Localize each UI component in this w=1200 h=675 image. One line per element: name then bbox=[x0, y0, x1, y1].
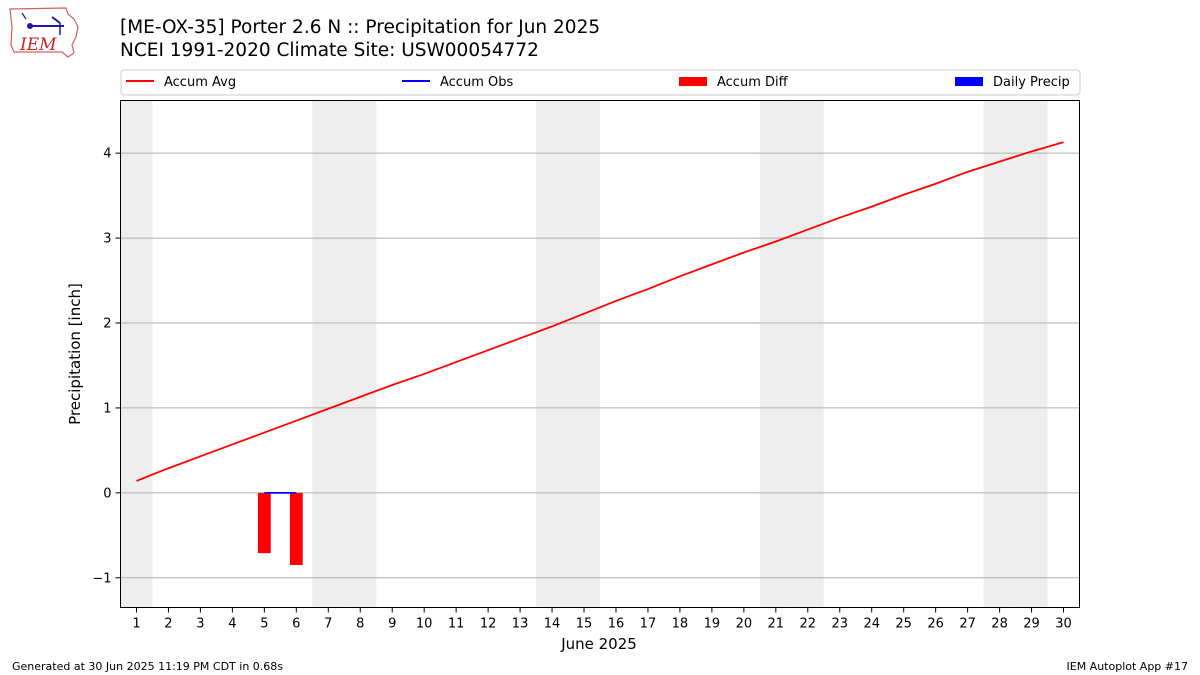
app-label: IEM Autoplot App #17 bbox=[1066, 660, 1189, 673]
legend-label-accum-diff: Accum Diff bbox=[717, 75, 789, 90]
legend-label-accum-obs: Accum Obs bbox=[440, 75, 513, 90]
y-tick-label: 1 bbox=[103, 401, 111, 416]
iowa-state-outline bbox=[9, 7, 79, 58]
weekend-shade-day-29 bbox=[1015, 100, 1048, 608]
x-tick-label: 11 bbox=[448, 617, 465, 632]
legend-frame bbox=[120, 69, 1081, 96]
weekend-shade-day-22 bbox=[791, 100, 824, 608]
y-tick-label: 3 bbox=[103, 232, 111, 247]
legend: Accum Avg Accum Obs Accum Diff Daily Precip bbox=[120, 69, 1081, 96]
accum-avg-line bbox=[136, 141, 1064, 482]
x-tick-label: 25 bbox=[895, 617, 912, 632]
x-tick-label: 14 bbox=[544, 617, 561, 632]
y-axis: −1 0 1 2 3 4 bbox=[92, 147, 121, 586]
legend-label-daily-precip: Daily Precip bbox=[993, 75, 1070, 90]
x-tick-label: 22 bbox=[800, 617, 817, 632]
x-tick-label: 9 bbox=[388, 617, 396, 632]
weekend-shade-day-7 bbox=[312, 100, 345, 608]
x-tick-label: 21 bbox=[768, 617, 785, 632]
x-tick-label: 3 bbox=[196, 617, 204, 632]
x-tick-label: 28 bbox=[991, 617, 1008, 632]
chart-subtitle: NCEI 1991-2020 Climate Site: USW00054772 bbox=[120, 40, 539, 61]
gridlines bbox=[120, 152, 1080, 579]
x-tick-label: 15 bbox=[576, 617, 593, 632]
legend-label-accum-avg: Accum Avg bbox=[164, 75, 236, 90]
x-tick-label: 12 bbox=[480, 617, 497, 632]
accum-diff-bar-day-5 bbox=[257, 492, 271, 554]
y-tick-label: −1 bbox=[92, 571, 111, 586]
chart-title: [ME-OX-35] Porter 2.6 N :: Precipitation… bbox=[120, 17, 601, 38]
x-tick-label: 5 bbox=[260, 617, 268, 632]
x-tick-label: 30 bbox=[1055, 617, 1072, 632]
x-axis: 1 2 3 4 5 6 7 8 9 10 11 12 13 14 15 16 17 18 19 20 21 22 23 24 2… bbox=[132, 607, 1072, 632]
x-tick-label: 4 bbox=[228, 617, 236, 632]
x-tick-label: 26 bbox=[927, 617, 944, 632]
x-tick-label: 27 bbox=[959, 617, 976, 632]
weekend-shade-day-14 bbox=[536, 100, 569, 608]
accum-diff-bar-day-6 bbox=[289, 492, 303, 566]
bars-group bbox=[257, 492, 303, 566]
x-tick-label: 23 bbox=[831, 617, 848, 632]
y-axis-label: Precipitation [inch] bbox=[66, 283, 84, 425]
lines-group bbox=[136, 141, 1064, 494]
legend-swatch-accum-diff bbox=[679, 77, 707, 86]
weekend-shade-day-21 bbox=[759, 100, 792, 608]
weekend-shading bbox=[120, 100, 1048, 608]
generated-timestamp: Generated at 30 Jun 2025 11:19 PM CDT in… bbox=[12, 660, 284, 673]
x-tick-label: 18 bbox=[672, 617, 689, 632]
x-tick-label: 19 bbox=[704, 617, 721, 632]
x-tick-label: 1 bbox=[132, 617, 140, 632]
x-tick-label: 10 bbox=[416, 617, 433, 632]
weekend-shade-day-15 bbox=[568, 100, 600, 608]
y-tick-label: 4 bbox=[103, 147, 111, 162]
x-tick-label: 17 bbox=[640, 617, 657, 632]
logo-text: IEM bbox=[19, 35, 57, 55]
legend-swatch-daily-precip bbox=[955, 77, 983, 86]
x-tick-label: 7 bbox=[324, 617, 332, 632]
x-tick-label: 24 bbox=[863, 617, 880, 632]
x-tick-label: 13 bbox=[512, 617, 529, 632]
x-axis-label: June 2025 bbox=[560, 635, 637, 653]
weekend-shade-day-8 bbox=[344, 100, 377, 608]
x-tick-label: 29 bbox=[1023, 617, 1040, 632]
weekend-shade-day-1 bbox=[120, 100, 153, 608]
y-tick-label: 0 bbox=[103, 486, 111, 501]
x-tick-label: 2 bbox=[164, 617, 172, 632]
x-tick-label: 6 bbox=[292, 617, 300, 632]
x-tick-label: 20 bbox=[736, 617, 753, 632]
x-tick-label: 16 bbox=[608, 617, 625, 632]
weekend-shade-day-28 bbox=[983, 100, 1016, 608]
x-tick-label: 8 bbox=[356, 617, 364, 632]
plot-frame bbox=[120, 100, 1080, 608]
iem-logo: IEM bbox=[8, 5, 80, 59]
y-tick-label: 2 bbox=[103, 317, 111, 332]
